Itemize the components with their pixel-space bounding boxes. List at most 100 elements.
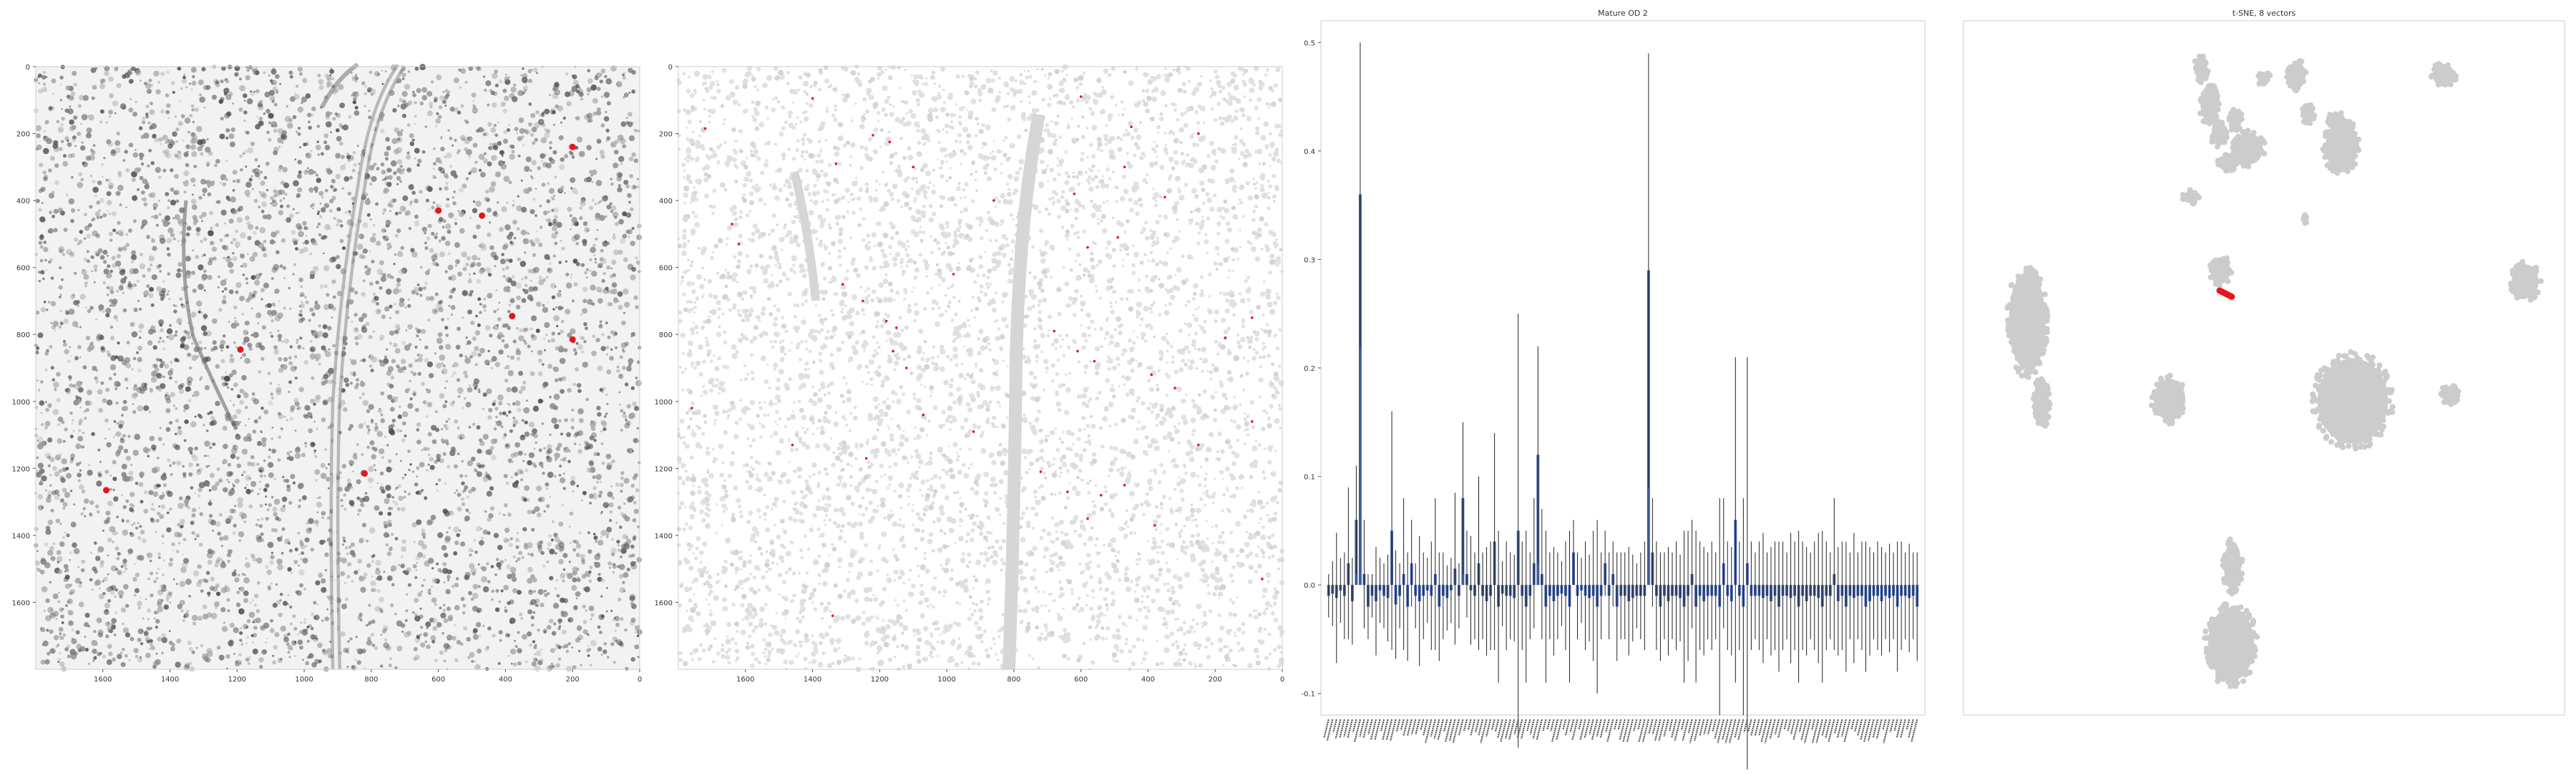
texture-blob xyxy=(107,179,110,183)
texture-blob xyxy=(357,660,361,664)
texture-blob xyxy=(271,277,274,280)
texture-blob xyxy=(384,628,388,632)
texture-blob xyxy=(454,659,459,663)
texture-blob xyxy=(43,641,49,646)
texture-blob xyxy=(298,554,300,556)
texture-blob xyxy=(38,389,41,392)
texture-blob xyxy=(228,560,230,563)
texture-blob xyxy=(229,269,233,273)
texture-blob xyxy=(133,357,136,360)
texture-blob xyxy=(454,419,458,424)
texture-blob xyxy=(619,404,621,406)
texture-blob xyxy=(384,306,389,311)
texture-blob xyxy=(278,613,283,617)
texture-blob xyxy=(607,656,609,658)
texture-blob xyxy=(97,652,101,656)
texture-blob xyxy=(167,238,172,243)
texture-blob xyxy=(572,566,577,571)
texture-blob xyxy=(105,510,110,515)
texture-blob xyxy=(602,195,608,202)
texture-blob xyxy=(227,387,229,389)
texture-blob xyxy=(282,167,288,173)
texture-blob xyxy=(62,253,65,256)
texture-blob xyxy=(386,273,391,278)
texture-blob xyxy=(134,563,136,565)
texture-blob xyxy=(496,558,499,561)
texture-blob xyxy=(369,183,372,185)
texture-blob xyxy=(160,238,166,244)
texture-blob xyxy=(69,412,72,414)
texture-blob xyxy=(38,74,42,78)
texture-blob xyxy=(189,367,192,370)
texture-blob xyxy=(472,593,479,599)
texture-blob xyxy=(118,445,124,451)
texture-blob xyxy=(230,454,235,459)
texture-blob xyxy=(595,158,597,160)
texture-blob xyxy=(374,447,378,452)
texture-blob xyxy=(395,348,401,354)
texture-blob xyxy=(353,163,357,167)
texture-blob xyxy=(501,253,504,256)
texture-blob xyxy=(252,169,256,173)
texture-blob xyxy=(469,217,472,219)
texture-blob xyxy=(321,207,326,212)
texture-blob xyxy=(510,567,517,573)
texture-blob xyxy=(166,103,171,108)
texture-blob xyxy=(205,147,210,152)
texture-blob xyxy=(56,519,60,523)
texture-blob xyxy=(355,106,358,110)
texture-blob xyxy=(254,603,257,606)
texture-blob xyxy=(596,229,598,231)
texture-blob xyxy=(369,282,374,286)
texture-blob xyxy=(400,246,404,251)
texture-blob xyxy=(272,67,275,71)
texture-blob xyxy=(228,481,230,483)
texture-blob xyxy=(49,546,54,551)
texture-blob xyxy=(398,414,402,419)
texture-blob xyxy=(540,603,544,607)
texture-blob xyxy=(439,105,442,109)
texture-blob xyxy=(574,442,577,445)
texture-blob xyxy=(304,404,310,410)
texture-blob xyxy=(49,474,52,476)
texture-blob xyxy=(60,123,63,126)
texture-blob xyxy=(601,346,606,351)
texture-blob xyxy=(195,255,199,259)
texture-blob xyxy=(268,587,271,591)
texture-blob xyxy=(258,242,264,248)
texture-blob xyxy=(360,503,363,506)
texture-blob xyxy=(385,137,390,142)
texture-blob xyxy=(379,448,384,454)
texture-blob xyxy=(318,79,323,84)
texture-blob xyxy=(513,663,517,666)
texture-blob xyxy=(592,199,595,202)
texture-blob xyxy=(600,249,604,253)
texture-blob xyxy=(474,161,477,164)
texture-blob xyxy=(191,342,193,344)
texture-blob xyxy=(395,537,399,540)
texture-blob xyxy=(160,427,162,429)
texture-blob xyxy=(391,468,393,470)
texture-blob xyxy=(545,482,549,487)
texture-blob xyxy=(462,316,464,319)
texture-blob xyxy=(232,102,234,105)
texture-blob xyxy=(359,397,362,399)
texture-blob xyxy=(615,630,616,631)
texture-blob xyxy=(587,79,593,84)
texture-blob xyxy=(427,319,430,321)
texture-blob xyxy=(97,618,102,624)
texture-blob xyxy=(130,637,134,641)
texture-blob xyxy=(547,542,552,546)
texture-blob xyxy=(91,270,93,272)
texture-blob xyxy=(366,624,369,627)
texture-blob xyxy=(439,354,445,361)
texture-blob xyxy=(609,356,614,361)
texture-blob xyxy=(222,626,228,631)
texture-blob xyxy=(466,495,469,499)
texture-blob xyxy=(186,233,190,237)
texture-blob xyxy=(602,427,606,431)
texture-blob xyxy=(222,299,227,304)
texture-blob xyxy=(175,200,179,203)
texture-blob xyxy=(408,100,413,105)
texture-blob xyxy=(549,396,552,399)
